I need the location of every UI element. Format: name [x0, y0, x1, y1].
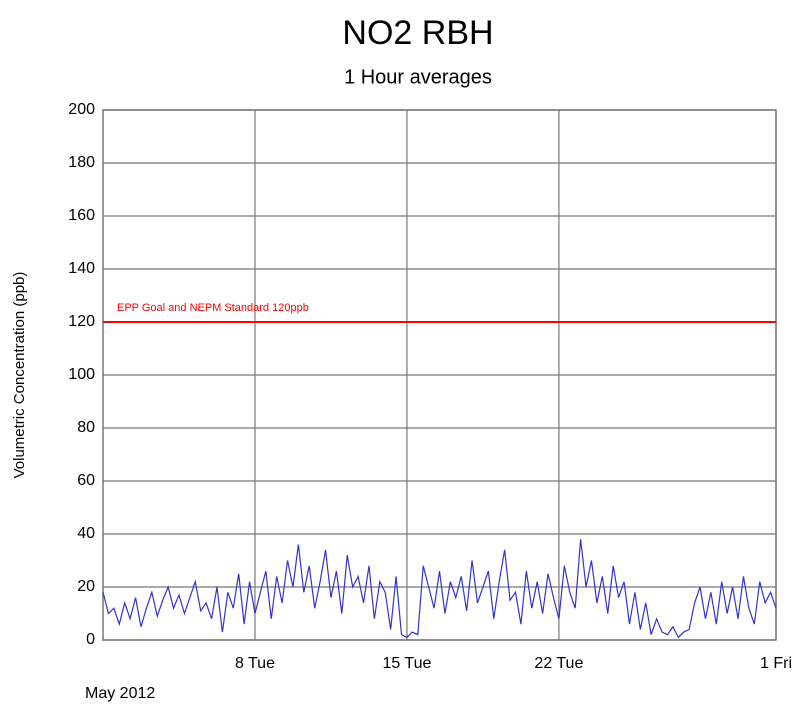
y-tick-label: 60: [77, 472, 95, 489]
y-tick-label: 40: [77, 525, 95, 542]
x-tick-label: 15 Tue: [382, 655, 431, 672]
y-tick-label: 120: [68, 313, 95, 330]
chart-title: NO2 RBH: [342, 14, 493, 52]
y-tick-label: 200: [68, 101, 95, 118]
x-tick-label: 22 Tue: [534, 655, 583, 672]
x-tick-label: 8 Tue: [235, 655, 275, 672]
y-tick-label: 100: [68, 366, 95, 383]
y-tick-label: 80: [77, 419, 95, 436]
y-axis-label: Volumetric Concentration (ppb): [11, 272, 28, 479]
y-tick-label: 0: [86, 631, 95, 648]
chart-subtitle: 1 Hour averages: [344, 66, 492, 88]
data-line: [102, 539, 777, 639]
y-tick-label: 140: [68, 260, 95, 277]
y-tick-label: 160: [68, 207, 95, 224]
x-axis-label: May 2012: [85, 685, 155, 702]
x-tick-label: 1 Fri: [760, 655, 792, 672]
threshold-label: EPP Goal and NEPM Standard 120ppb: [117, 302, 309, 314]
y-tick-label: 20: [77, 578, 95, 595]
y-tick-label: 180: [68, 154, 95, 171]
